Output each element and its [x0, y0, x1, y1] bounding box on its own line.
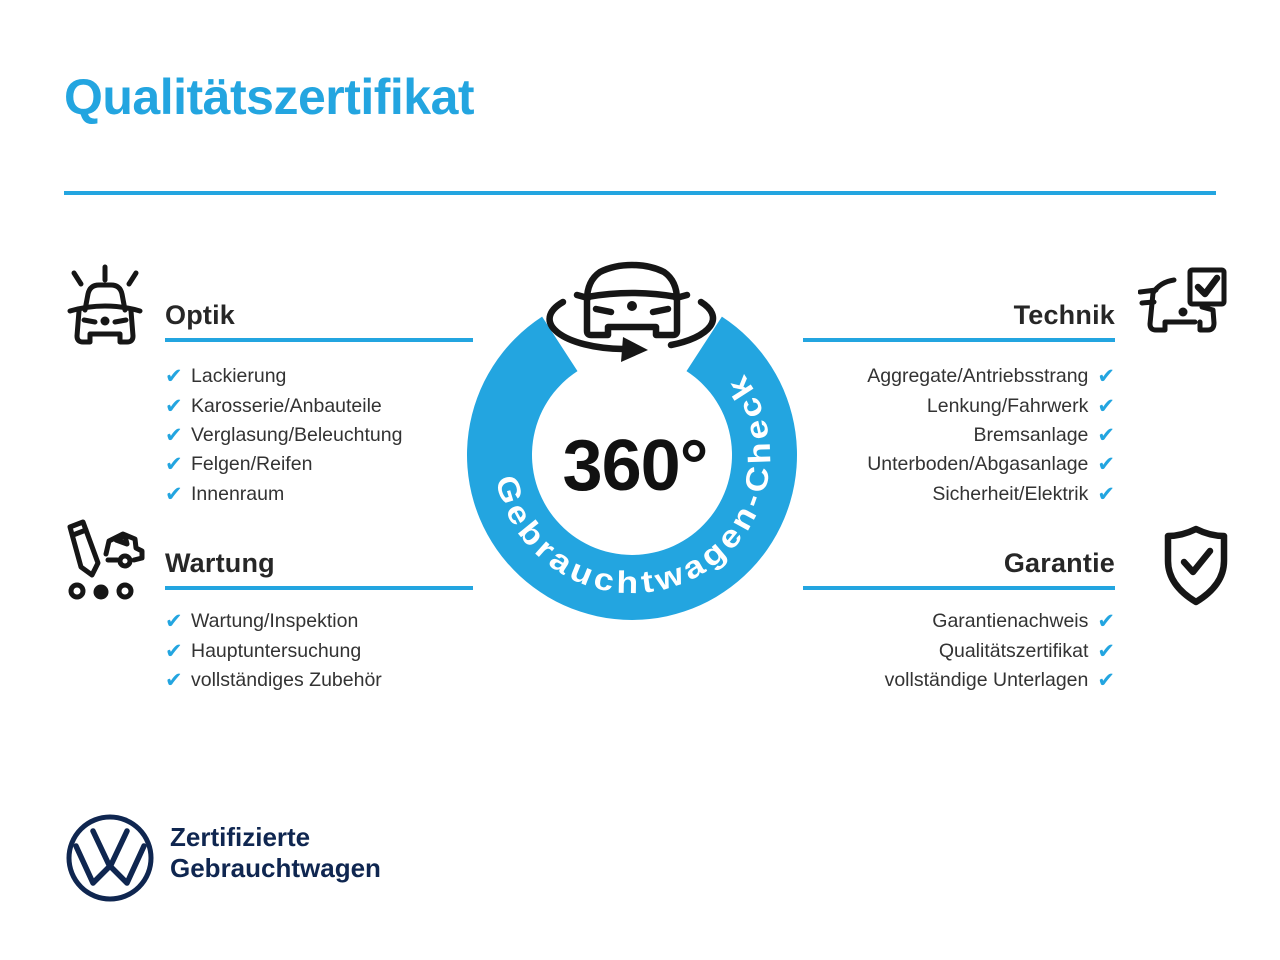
- 360-check-badge: Gebrauchtwagen-Check 360°: [467, 261, 797, 620]
- list-item: vollständige Unterlagen ✔: [884, 668, 1115, 692]
- shield-check-icon: [1164, 525, 1228, 606]
- wartung-list: ✔ Wartung/Inspektion ✔ Hauptuntersuchung…: [165, 607, 495, 695]
- badge-value: 360°: [563, 426, 708, 506]
- check-icon: ✔: [165, 365, 183, 389]
- check-icon: ✔: [165, 610, 183, 634]
- list-item: Lenkung/Fahrwerk ✔: [926, 394, 1115, 418]
- badge-ring: [467, 316, 797, 620]
- check-icon: ✔: [165, 453, 183, 477]
- list-item: ✔ Innenraum: [165, 482, 285, 506]
- list-item: ✔ vollständiges Zubehör: [165, 668, 382, 692]
- section-title-optik: Optik: [165, 300, 236, 330]
- list-item: Sicherheit/Elektrik ✔: [932, 482, 1115, 506]
- check-icon: ✔: [1097, 453, 1115, 477]
- list-item: Bremsanlage ✔: [973, 423, 1115, 447]
- technik-list: Aggregate/Antriebsstrang ✔ Lenkung/Fahrw…: [785, 362, 1115, 509]
- section-divider-optik: [165, 338, 473, 342]
- brand-claim: Zertifizierte Gebrauchtwagen: [170, 822, 381, 884]
- garantie-list: Garantienachweis ✔ Qualitätszertifikat ✔…: [785, 607, 1115, 695]
- car-shine-icon: [67, 264, 143, 345]
- section-title-garantie: Garantie: [1003, 548, 1115, 578]
- check-icon: ✔: [165, 423, 183, 447]
- list-item: Garantienachweis ✔: [932, 610, 1115, 634]
- list-item: ✔ Verglasung/Beleuchtung: [165, 423, 403, 447]
- section-title-wartung: Wartung: [165, 548, 275, 578]
- list-item: ✔ Felgen/Reifen: [165, 453, 313, 477]
- service-checklist-icon: [67, 519, 145, 600]
- title-divider: [64, 191, 1216, 195]
- check-icon: ✔: [1097, 423, 1115, 447]
- list-item: ✔ Lackierung: [165, 365, 287, 389]
- brand-claim-line1: Zertifizierte: [170, 822, 311, 852]
- check-icon: ✔: [1097, 639, 1115, 663]
- list-item: ✔ Karosserie/Anbauteile: [165, 394, 382, 418]
- page-title: Qualitätszertifikat: [64, 69, 475, 125]
- check-icon: ✔: [165, 668, 183, 692]
- section-divider-wartung: [165, 586, 473, 590]
- section-divider-garantie: [803, 586, 1115, 590]
- rotating-car-icon: [546, 261, 717, 362]
- check-icon: ✔: [1097, 482, 1115, 506]
- optik-list: ✔ Lackierung ✔ Karosserie/Anbauteile ✔ V…: [165, 362, 495, 509]
- list-item: Unterboden/Abgasanlage ✔: [867, 453, 1115, 477]
- brand-claim-line2: Gebrauchtwagen: [170, 853, 381, 883]
- check-icon: ✔: [1097, 610, 1115, 634]
- vw-logo: [66, 814, 154, 902]
- check-icon: ✔: [165, 482, 183, 506]
- list-item: Aggregate/Antriebsstrang ✔: [867, 365, 1115, 389]
- section-divider-technik: [803, 338, 1115, 342]
- car-checkbox-icon: [1138, 267, 1227, 333]
- section-title-technik: Technik: [1013, 300, 1115, 330]
- check-icon: ✔: [165, 394, 183, 418]
- list-item: ✔ Hauptuntersuchung: [165, 639, 362, 663]
- check-icon: ✔: [1097, 668, 1115, 692]
- check-icon: ✔: [1097, 394, 1115, 418]
- check-icon: ✔: [1097, 365, 1115, 389]
- check-icon: ✔: [165, 639, 183, 663]
- list-item: Qualitätszertifikat ✔: [938, 639, 1115, 663]
- list-item: ✔ Wartung/Inspektion: [165, 610, 359, 634]
